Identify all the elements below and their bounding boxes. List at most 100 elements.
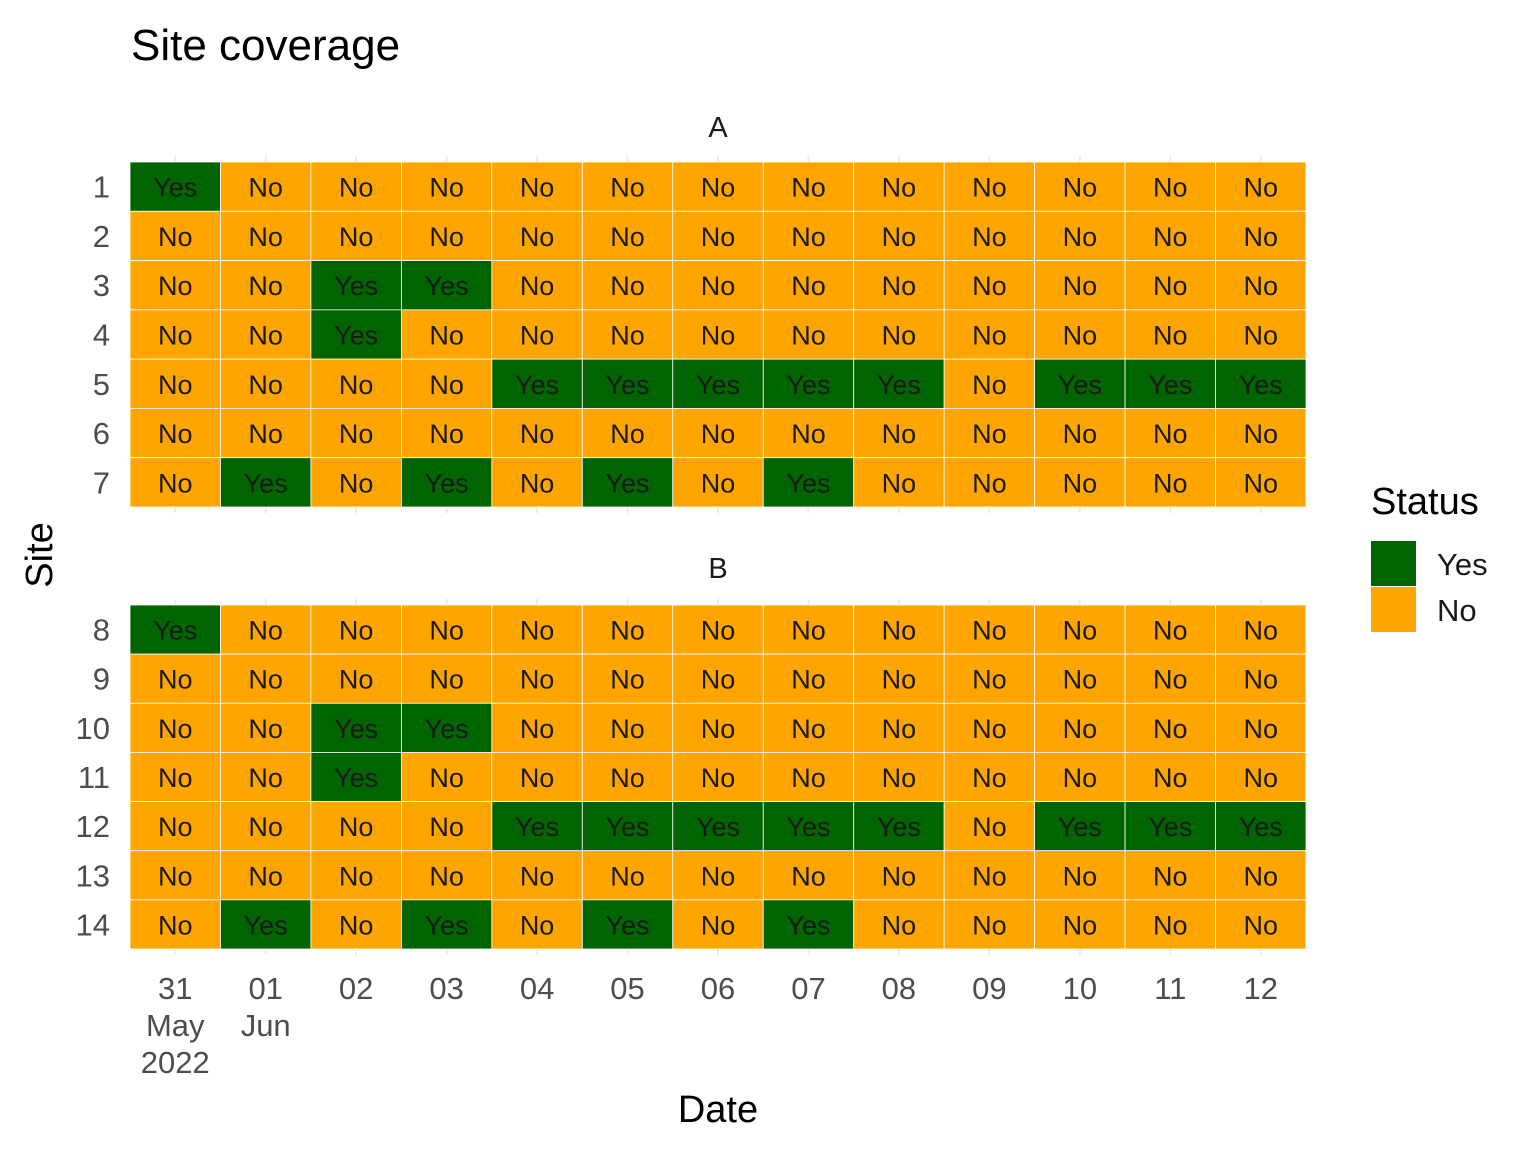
cell-label: No [972,665,1007,695]
cell-label: No [1244,419,1279,449]
cell-label: No [520,222,555,252]
cell-label: Yes [606,370,650,400]
cell-label: No [339,910,374,940]
cell-label: Yes [606,910,650,940]
cell-label: No [1153,714,1188,744]
heatmap-cell [400,457,493,508]
cell-label: Yes [696,370,740,400]
cell-label: No [701,173,736,203]
heatmap-cell [1034,899,1126,950]
heatmap-cell [1215,899,1307,950]
cell-label: No [791,271,826,301]
heatmap-cell [762,899,855,950]
heatmap-cell [672,457,764,508]
y-tick-label: 9 [93,662,110,697]
cell-label: No [972,321,1007,351]
heatmap-cell [762,653,855,704]
cell-label: No [429,222,464,252]
cell-label: No [1244,714,1279,744]
heatmap-cell [491,210,583,261]
chart-title: Site coverage [131,21,400,70]
heatmap-cell [1124,210,1216,261]
heatmap-cell [1034,457,1126,508]
cell-label: Yes [786,812,830,842]
cell-label: No [1063,222,1098,252]
cell-label: No [520,173,555,203]
heatmap-cell [853,161,945,212]
heatmap-cell [1124,801,1216,852]
heatmap-cell [943,260,1036,311]
heatmap-cell [1215,309,1307,360]
cell-label: No [1063,665,1098,695]
cell-label: No [972,271,1007,301]
heatmap-cell [310,702,402,753]
cell-label: No [158,321,193,351]
cell-label: No [248,714,283,744]
cell-label: No [1244,468,1279,498]
heatmap-cell [400,850,493,901]
heatmap-cell [129,309,221,360]
heatmap-cell [1034,604,1126,655]
heatmap-cell [1124,358,1216,409]
cell-label: No [429,321,464,351]
cell-label: No [1244,173,1279,203]
cell-label: No [1244,763,1279,793]
heatmap-cell [762,604,855,655]
cell-label: No [701,222,736,252]
heatmap-cell [1034,752,1126,802]
heatmap-cell [400,899,493,950]
cell-label: No [701,419,736,449]
cell-label: Yes [153,173,197,203]
x-tick-label: 09 [972,971,1006,1006]
cell-label: No [429,370,464,400]
x-axis-title: Date [678,1089,758,1131]
cell-label: No [520,271,555,301]
cell-label: No [791,714,826,744]
cell-label: No [339,370,374,400]
x-tick-label: 01 Jun [241,971,291,1043]
heatmap-cell [1215,850,1307,901]
facet-panel-A: A 1 Yes No No No No No No No No No No No No 2 No No No No No… [93,112,1307,513]
y-tick-label: 12 [76,809,110,844]
y-tick-label: 4 [93,318,110,353]
cell-label: No [158,812,193,842]
cell-label: No [1153,763,1188,793]
heatmap-cell [491,408,583,459]
y-tick-label: 7 [93,465,110,500]
cell-label: No [882,714,917,744]
heatmap-cell [1034,653,1126,704]
heatmap-cell [943,850,1036,901]
cell-label: No [701,616,736,646]
heatmap-cell [1124,309,1216,360]
heatmap-cell [129,850,221,901]
heatmap-cell [491,457,583,508]
cell-label: No [1153,321,1188,351]
heatmap-cell [943,604,1036,655]
cell-label: Yes [1239,812,1283,842]
cell-label: No [248,222,283,252]
cell-label: No [158,665,193,695]
heatmap-cell [129,899,221,950]
cell-label: No [1063,616,1098,646]
heatmap-cell [581,801,674,852]
cell-label: No [1063,173,1098,203]
cell-label: No [1153,468,1188,498]
heatmap-cell [672,899,764,950]
cell-label: No [972,812,1007,842]
cell-label: No [339,419,374,449]
heatmap-cell [762,408,855,459]
cell-label: Yes [334,321,378,351]
cell-label: No [520,419,555,449]
heatmap-cell [672,752,764,802]
cell-label: No [701,665,736,695]
heatmap-cell [400,408,493,459]
heatmap-cell [762,309,855,360]
heatmap-cell [220,457,312,508]
cell-label: No [701,714,736,744]
heatmap-cell [762,457,855,508]
heatmap-cell [581,752,674,802]
cell-label: Yes [1148,370,1192,400]
cell-label: No [701,763,736,793]
heatmap-cell [581,309,674,360]
cell-label: Yes [425,910,469,940]
